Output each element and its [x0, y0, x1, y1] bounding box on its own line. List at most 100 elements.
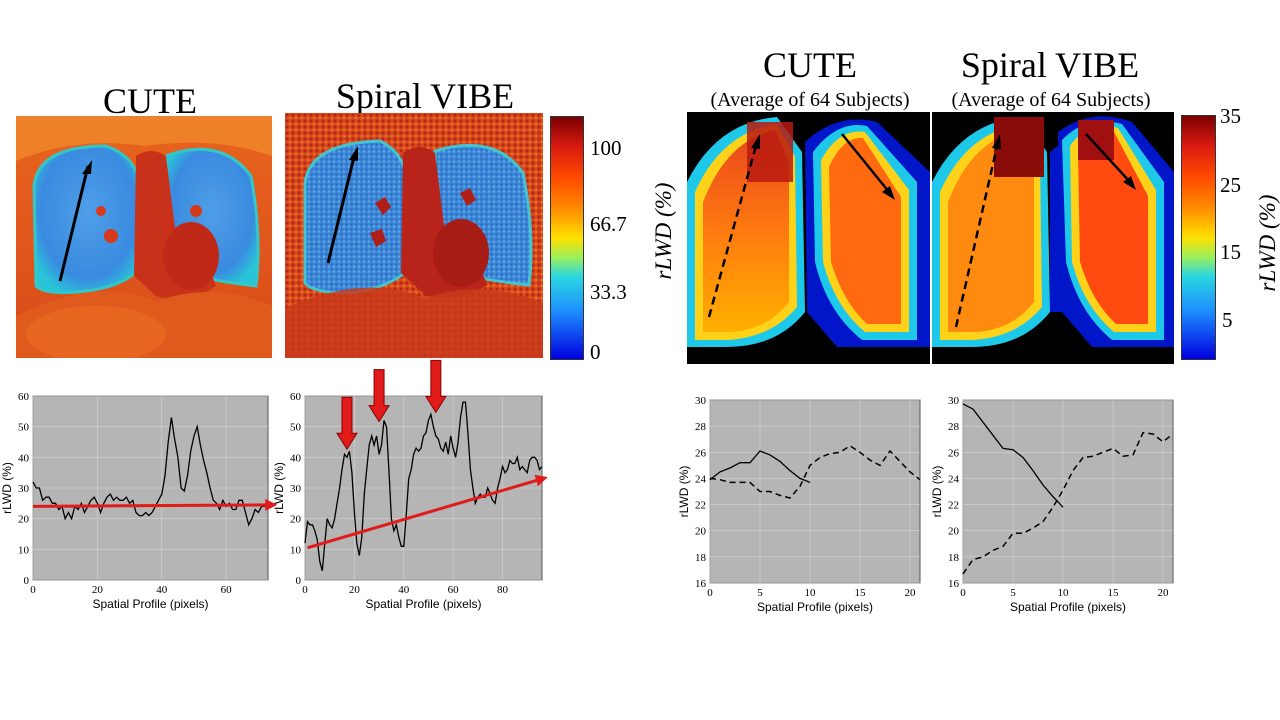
cute-avg-profile-y-axis-label: rLWD (%) — [677, 466, 691, 518]
cute-avg-profile-x-tick-label: 5 — [757, 587, 763, 599]
spiral-vibe-avg-dashed-arrow — [954, 141, 1000, 328]
cute-profile-trend-arrow — [32, 503, 272, 508]
cute-avg-profile-x-tick-label: 15 — [855, 587, 867, 599]
cute-avg-profile-y-tick-label: 28 — [695, 421, 707, 433]
spiral-vibe-avg-lung-map — [932, 112, 1174, 364]
spiral-vibe-avg-profile-y-tick-label: 22 — [948, 500, 959, 512]
spiral-vibe-profile-series-profile — [304, 401, 543, 571]
spiral-vibe-avg-profile-x-tick-label: 15 — [1108, 587, 1120, 599]
spiral-vibe-avg-profile-y-tick-label: 30 — [948, 395, 960, 407]
spiral-vibe-avg-profile-y-tick-label: 18 — [948, 552, 960, 564]
spiral-vibe-avg-solid-arrow — [1085, 133, 1131, 183]
cute-profile-x-axis-label: Spatial Profile (pixels) — [92, 597, 208, 611]
colorbar-right-tick-3: 15 — [1220, 240, 1241, 264]
colorbar-left-tick-4: 0 — [590, 340, 601, 364]
spiral-vibe-profile-y-tick-label: 50 — [290, 422, 302, 434]
cute-profile-x-tick-label: 0 — [30, 584, 36, 596]
spiral-vibe-profile-x-tick-label: 80 — [497, 584, 509, 596]
cute-avg-profile-y-tick-label: 16 — [695, 578, 707, 590]
chart-cute-avg-profile: 0 5 10 15 20 16 18 20 22 24 26 28 30 Spatial Profile … — [672, 385, 937, 620]
spiral-vibe-profile-y-tick-label: 60 — [290, 391, 302, 403]
chart-cute-avg-profile-svg: 0 5 10 15 20 16 18 20 22 24 26 28 30 Spatial Profile … — [677, 395, 921, 614]
spiral-vibe-avg-profile-x-tick-label: 5 — [1010, 587, 1016, 599]
spiral-vibe-profile-peak-arrow-3 — [424, 359, 447, 414]
cute-profile-y-tick-label: 40 — [18, 452, 30, 464]
spiral-vibe-avg-profile-y-tick-label: 20 — [948, 526, 960, 538]
spiral-vibe-profile-x-tick-label: 0 — [302, 584, 308, 596]
spiral-vibe-avg-profile-x-tick-label: 20 — [1158, 587, 1170, 599]
spiral-vibe-profile-y-tick-label: 20 — [290, 514, 302, 526]
spiral-vibe-lung-map — [285, 113, 543, 358]
chart-spiral-vibe-avg-profile-svg: 0 5 10 15 20 16 18 20 22 24 26 28 30 Spatial Profile … — [930, 395, 1174, 614]
spiral-vibe-profile-x-tick-label: 60 — [448, 584, 460, 596]
spiral-vibe-avg-profile-x-axis-label: Spatial Profile (pixels) — [1010, 600, 1126, 614]
spiral-vibe-avg-profile-y-tick-label: 24 — [948, 473, 960, 485]
cute-profile-y-tick-label: 50 — [18, 422, 30, 434]
spiral-vibe-avg-profile-y-tick-label: 16 — [948, 578, 960, 590]
cute-avg-profile-series-solid — [709, 450, 811, 484]
cute-avg-profile-plot-area — [709, 399, 921, 584]
cute-avg-profile-y-tick-label: 26 — [695, 447, 707, 459]
cute-profile-y-axis-label: rLWD (%) — [0, 462, 14, 514]
spiral-vibe-profile-arrow — [326, 152, 357, 264]
cute-avg-profile-x-axis-label: Spatial Profile (pixels) — [757, 600, 873, 614]
colorbar-right-tick-1: 35 — [1220, 104, 1241, 128]
colorbar-left-label: rLWD (%) — [651, 182, 676, 280]
cute-avg-dashed-arrow — [707, 141, 759, 318]
chart-spiral-vibe-avg-profile: 0 5 10 15 20 16 18 20 22 24 26 28 30 Spatial Profile … — [925, 385, 1190, 620]
colorbar-left — [550, 116, 584, 360]
spiral-vibe-right-lung — [303, 139, 412, 295]
spiral-vibe-avg-profile-y-tick-label: 26 — [948, 447, 960, 459]
colorbar-right-label: rLWD (%) — [1255, 194, 1280, 292]
cute-avg-profile-x-tick-label: 0 — [707, 587, 713, 599]
cute-avg-profile-y-tick-label: 18 — [695, 552, 707, 564]
colorbar-right-tick-4: 5 — [1222, 308, 1233, 332]
cute-profile-y-tick-label: 30 — [18, 483, 30, 495]
spiral-vibe-profile-peak-arrow-1 — [336, 396, 358, 451]
spiral-vibe-avg-profile-x-tick-label: 10 — [1058, 587, 1070, 599]
spiral-vibe-avg-profile-y-axis-label: rLWD (%) — [930, 466, 944, 518]
spiral-vibe-avg-profile-x-tick-label: 0 — [960, 587, 966, 599]
colorbar-right — [1181, 115, 1216, 360]
colorbar-right-tick-2: 25 — [1220, 173, 1241, 197]
spiral-vibe-avg-profile-series-solid — [962, 403, 1064, 508]
title-cute: CUTE — [103, 81, 197, 121]
cute-profile-x-tick-label: 60 — [221, 584, 233, 596]
subtitle-spiral-vibe-avg: (Average of 64 Subjects) — [951, 89, 1151, 111]
cute-avg-profile-x-tick-label: 20 — [905, 587, 917, 599]
spiral-vibe-profile-trend-arrow — [307, 477, 543, 550]
subtitle-cute-avg: (Average of 64 Subjects) — [710, 89, 910, 111]
cute-profile-y-tick-label: 60 — [18, 391, 30, 403]
cute-avg-profile-y-tick-label: 30 — [695, 395, 707, 407]
chart-cute-profile: 0 20 40 60 0 10 20 30 40 50 60 Spatial Profile (pix… — [0, 380, 290, 615]
spiral-vibe-profile-y-tick-label: 10 — [290, 544, 302, 556]
spiral-vibe-profile-x-tick-label: 40 — [398, 584, 410, 596]
spiral-vibe-avg-profile-plot-area — [962, 399, 1174, 584]
chart-cute-profile-svg: 0 20 40 60 0 10 20 30 40 50 60 Spatial Profile (pix… — [0, 391, 278, 611]
cute-avg-profile-y-tick-label: 22 — [695, 500, 706, 512]
spiral-vibe-profile-trend-arrow-head — [534, 474, 548, 487]
spiral-vibe-profile-peak-arrow-2 — [368, 369, 390, 423]
cute-avg-profile-x-tick-label: 10 — [805, 587, 817, 599]
spiral-vibe-profile-y-tick-label: 0 — [296, 575, 302, 587]
spiral-vibe-profile-y-axis-label: rLWD (%) — [272, 462, 286, 514]
chart-spiral-vibe-profile: 0 20 40 60 80 0 10 20 30 40 50 60 Spatial Profile (p… — [272, 359, 562, 615]
cute-profile-y-tick-label: 20 — [18, 514, 30, 526]
title-spiral-vibe-avg: Spiral VIBE — [960, 45, 1140, 85]
cute-avg-profile-series-dashed — [709, 444, 921, 499]
title-cute-avg: CUTE — [763, 45, 857, 85]
cute-avg-solid-arrow — [841, 133, 890, 193]
cute-profile-trend-arrow-head — [265, 498, 278, 511]
colorbar-left-tick-1: 100 — [590, 136, 622, 160]
spiral-vibe-profile-y-tick-label: 30 — [290, 483, 302, 495]
spiral-vibe-profile-x-axis-label: Spatial Profile (pixels) — [365, 597, 481, 611]
cute-profile-arrow — [58, 165, 90, 282]
colorbar-left-tick-2: 66.7 — [590, 212, 627, 236]
cute-avg-lung-map — [687, 112, 930, 364]
cute-avg-profile-y-tick-label: 20 — [695, 526, 707, 538]
colorbar-left-tick-3: 33.3 — [590, 280, 627, 304]
cute-profile-y-tick-label: 10 — [18, 544, 30, 556]
cute-avg-profile-y-tick-label: 24 — [695, 473, 707, 485]
spiral-vibe-profile-x-tick-label: 20 — [349, 584, 361, 596]
